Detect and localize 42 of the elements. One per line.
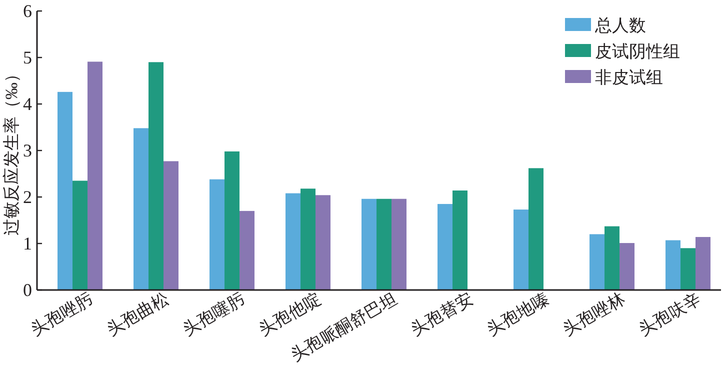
bar xyxy=(590,234,604,290)
y-tick-label: 0 xyxy=(23,280,32,300)
bar xyxy=(452,190,468,290)
bar xyxy=(696,236,710,290)
x-tick-label: 头孢曲松 xyxy=(104,289,172,340)
y-tick-label: 1 xyxy=(23,234,32,254)
bar xyxy=(604,226,620,290)
bar xyxy=(210,179,224,290)
bar xyxy=(392,198,406,290)
y-axis-title: 过敏反应发生率（‰） xyxy=(2,66,21,236)
bar xyxy=(316,195,330,290)
y-tick-label: 3 xyxy=(23,140,32,160)
bar xyxy=(134,128,148,290)
bar xyxy=(376,198,392,290)
legend-label: 非皮试组 xyxy=(595,68,663,87)
bar xyxy=(224,151,240,290)
legend-label: 皮试阴性组 xyxy=(595,42,680,61)
bar xyxy=(438,204,452,290)
x-tick-label: 头孢替安 xyxy=(408,289,476,340)
bar xyxy=(148,62,164,290)
x-tick-label: 头孢呋辛 xyxy=(636,289,704,340)
bar xyxy=(514,210,528,290)
legend-label: 总人数 xyxy=(594,16,646,35)
bar xyxy=(666,240,680,290)
bar xyxy=(528,168,544,290)
bar xyxy=(300,188,316,290)
y-tick-label: 5 xyxy=(23,48,32,68)
y-tick-label: 4 xyxy=(23,94,32,114)
bar xyxy=(240,210,254,290)
bar xyxy=(286,193,300,290)
bar xyxy=(362,198,376,290)
x-tick-label: 头孢地嗪 xyxy=(484,289,552,340)
bar xyxy=(88,62,102,290)
y-tick-label: 6 xyxy=(23,1,32,21)
bar xyxy=(680,248,696,290)
x-tick-label: 头孢噻肟 xyxy=(180,289,248,340)
bar xyxy=(620,243,634,290)
bar xyxy=(72,180,88,290)
x-tick-label: 头孢唑林 xyxy=(560,289,628,340)
bar xyxy=(58,92,72,290)
y-tick-label: 2 xyxy=(23,187,32,207)
bar xyxy=(164,161,178,290)
